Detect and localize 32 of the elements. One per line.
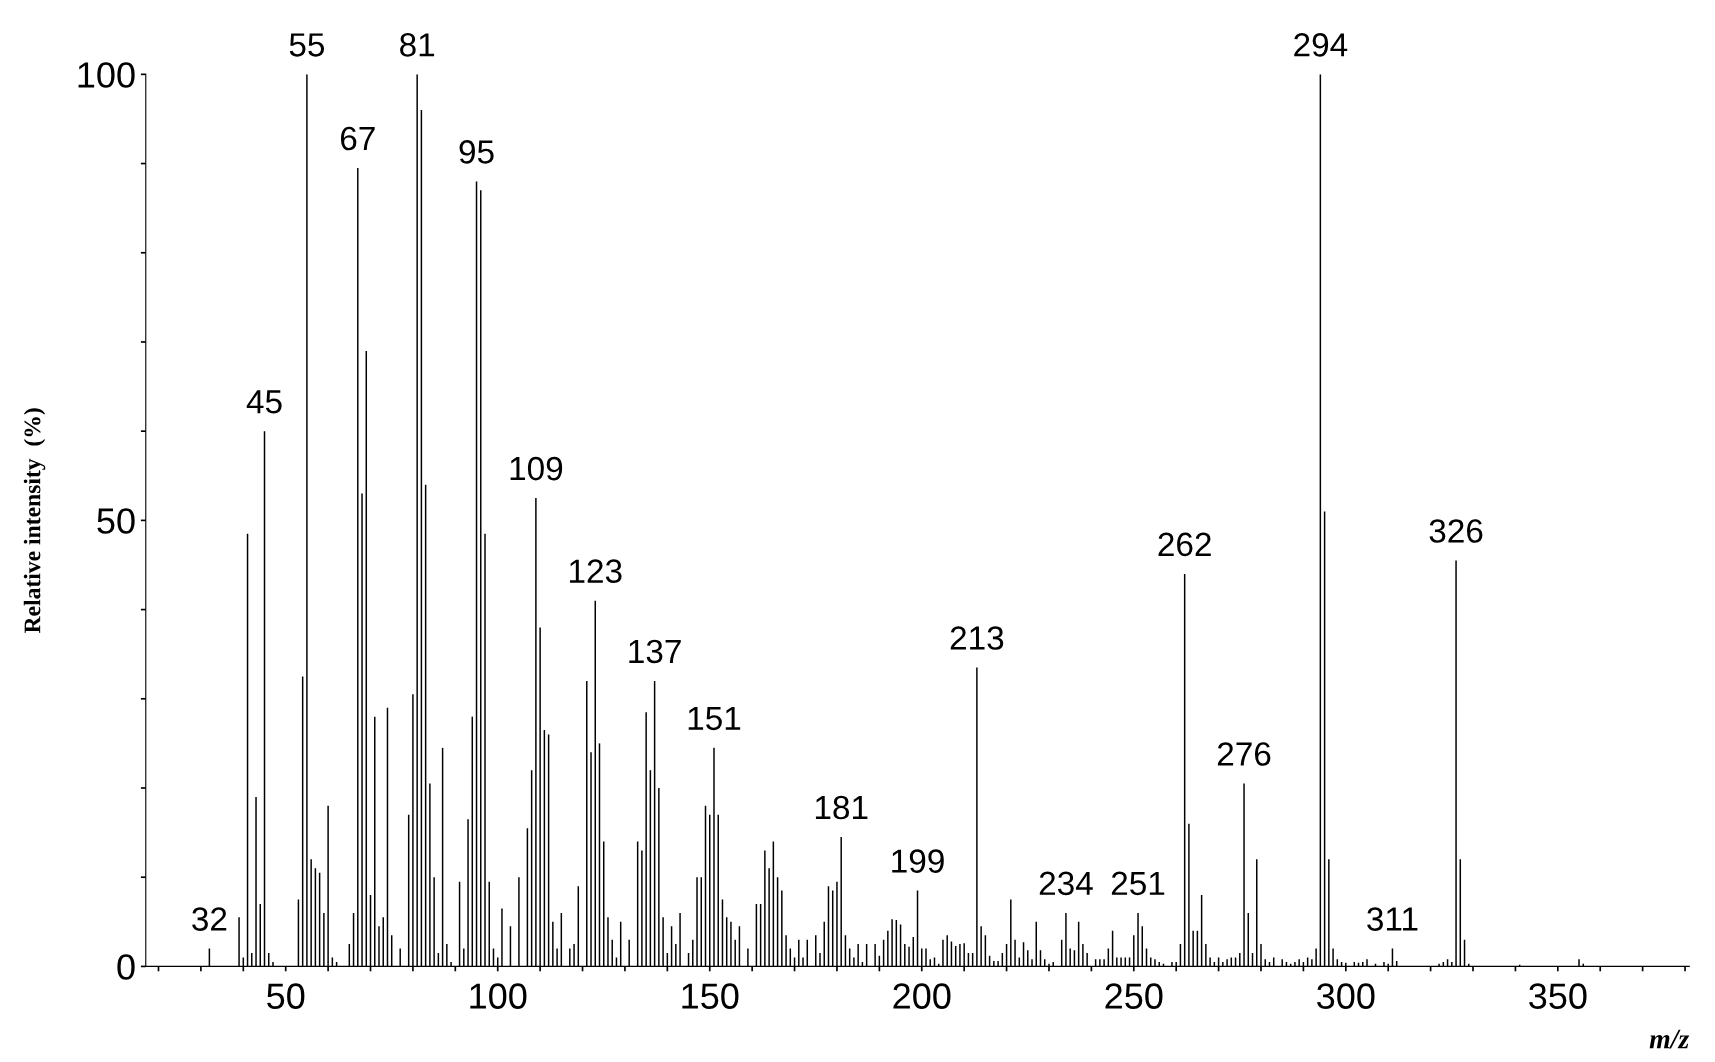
x-tick-label: 50	[267, 983, 305, 1009]
annotation: 55	[289, 33, 325, 57]
annotation: 67	[340, 126, 375, 151]
annotation: 199	[892, 849, 944, 873]
x-tick-label: 250	[1105, 983, 1163, 1009]
x-tick-label: 350	[1529, 983, 1587, 1009]
x-tick-label: 150	[682, 983, 739, 1009]
annotation: 137	[629, 639, 681, 664]
x-tick-label: 100	[470, 983, 527, 1009]
annotation: 181	[815, 795, 868, 820]
y-axis-title: Relative intensity (%)	[23, 408, 46, 634]
y-tick-label: 50	[97, 508, 135, 534]
x-tick-label: 200	[893, 983, 951, 1009]
y-tick-label: 0	[117, 954, 135, 980]
x-axis-title: m/z	[1649, 1029, 1690, 1049]
annotation: 109	[510, 456, 563, 481]
annotation: 151	[688, 706, 741, 731]
annotation: 32	[192, 907, 227, 931]
annotation: 234	[1039, 871, 1093, 896]
annotation: 262	[1158, 532, 1211, 557]
annotation: 95	[459, 140, 494, 164]
annotation: 123	[569, 559, 622, 583]
annotation: 311	[1367, 907, 1418, 931]
annotation: 81	[400, 33, 435, 57]
x-tick-label: 300	[1317, 983, 1375, 1009]
annotation: 294	[1294, 33, 1348, 57]
annotation: 276	[1217, 742, 1271, 766]
annotation: 45	[246, 390, 282, 414]
annotation: 251	[1111, 871, 1165, 896]
y-tick-label: 100	[78, 62, 135, 88]
annotation: 326	[1429, 519, 1483, 543]
annotation: 213	[950, 626, 1004, 650]
